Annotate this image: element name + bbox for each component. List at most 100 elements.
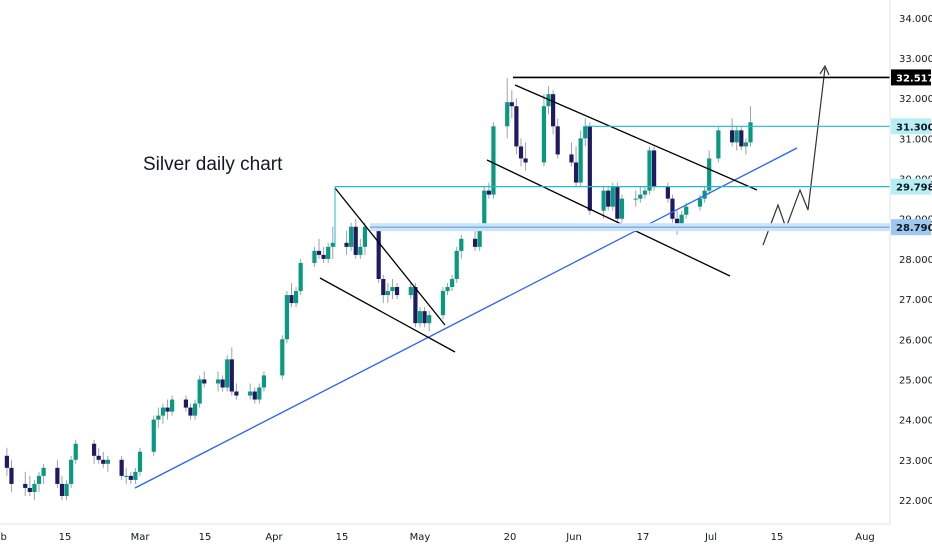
uptrend-line[interactable]	[134, 147, 798, 489]
candle[interactable]	[284, 291, 289, 344]
candle[interactable]	[73, 439, 78, 464]
candle[interactable]	[248, 383, 253, 400]
candle[interactable]	[743, 138, 749, 155]
candle[interactable]	[523, 142, 528, 171]
candle[interactable]	[349, 222, 354, 251]
candle[interactable]	[459, 234, 464, 259]
candle[interactable]	[234, 383, 239, 400]
candle[interactable]	[27, 475, 32, 496]
candle[interactable]	[619, 194, 625, 223]
candle[interactable]	[385, 283, 390, 304]
candle[interactable]	[156, 407, 161, 428]
candle[interactable]	[330, 226, 335, 259]
candle[interactable]	[41, 463, 46, 484]
candle[interactable]	[427, 311, 432, 332]
candle[interactable]	[633, 190, 638, 207]
candle[interactable]	[440, 287, 446, 320]
candle[interactable]	[119, 455, 124, 480]
candle[interactable]	[578, 130, 583, 187]
candle[interactable]	[69, 455, 74, 488]
candle[interactable]	[739, 126, 744, 151]
candle[interactable]	[583, 118, 588, 147]
candle[interactable]	[353, 218, 358, 259]
candle[interactable]	[486, 182, 491, 199]
candle[interactable]	[188, 403, 193, 420]
candle[interactable]	[23, 471, 28, 496]
candle[interactable]	[541, 94, 547, 167]
candle[interactable]	[734, 126, 739, 151]
candle[interactable]	[642, 186, 648, 199]
candle[interactable]	[413, 283, 418, 328]
candle[interactable]	[615, 182, 620, 223]
candle[interactable]	[257, 383, 262, 404]
channel-lower-line[interactable]	[486, 159, 731, 277]
candle[interactable]	[450, 274, 455, 292]
candle[interactable]	[716, 126, 721, 163]
candle[interactable]	[9, 459, 14, 492]
candle[interactable]	[647, 146, 652, 195]
candle[interactable]	[202, 371, 207, 388]
candle[interactable]	[252, 387, 257, 404]
candle[interactable]	[64, 479, 69, 500]
candle[interactable]	[551, 90, 556, 135]
candle[interactable]	[229, 347, 234, 396]
candle[interactable]	[362, 222, 368, 255]
channel-upper-line[interactable]	[514, 84, 758, 191]
time-axis[interactable]: Feb 15 Mar 15 Apr 15 May 20 Jun 17 Jul 15 Aug	[0, 532, 875, 543]
candle[interactable]	[376, 222, 381, 284]
candle[interactable]	[606, 186, 611, 211]
candle[interactable]	[381, 274, 386, 304]
candle[interactable]	[36, 471, 42, 492]
flag-upper-line[interactable]	[334, 187, 446, 326]
candle[interactable]	[312, 246, 317, 267]
candle[interactable]	[491, 122, 496, 199]
candle[interactable]	[137, 447, 143, 476]
candle[interactable]	[124, 467, 129, 484]
candle[interactable]	[665, 182, 670, 203]
candle[interactable]	[417, 307, 423, 328]
candle[interactable]	[638, 186, 643, 203]
candle[interactable]	[225, 355, 230, 392]
candle[interactable]	[55, 459, 60, 488]
candle[interactable]	[587, 122, 592, 215]
candle[interactable]	[215, 371, 221, 392]
candle[interactable]	[151, 415, 156, 456]
candle[interactable]	[505, 78, 510, 139]
candle[interactable]	[408, 283, 413, 300]
candle[interactable]	[101, 451, 106, 468]
candle[interactable]	[298, 258, 303, 296]
candle[interactable]	[555, 118, 560, 159]
candle[interactable]	[220, 375, 225, 392]
candle[interactable]	[32, 479, 37, 500]
candle[interactable]	[472, 230, 478, 251]
candle[interactable]	[197, 375, 202, 408]
candle[interactable]	[192, 399, 198, 420]
candle[interactable]	[730, 118, 735, 147]
candle[interactable]	[514, 98, 519, 155]
candle[interactable]	[170, 395, 175, 416]
candle[interactable]	[4, 447, 9, 476]
candle[interactable]	[358, 238, 363, 259]
candle[interactable]	[509, 90, 514, 119]
candle[interactable]	[569, 142, 574, 167]
candle[interactable]	[573, 146, 579, 187]
candle[interactable]	[326, 242, 331, 263]
candle[interactable]	[670, 194, 675, 223]
candle[interactable]	[128, 471, 133, 484]
candle[interactable]	[289, 283, 294, 308]
candle[interactable]	[59, 475, 65, 500]
candle[interactable]	[454, 246, 459, 284]
candle[interactable]	[344, 230, 349, 255]
flag-lower-line[interactable]	[319, 277, 456, 353]
candle[interactable]	[165, 399, 170, 420]
candle[interactable]	[321, 246, 326, 263]
candle[interactable]	[293, 287, 299, 308]
candle[interactable]	[422, 307, 427, 328]
candle[interactable]	[91, 439, 97, 464]
candle[interactable]	[601, 186, 606, 219]
candle[interactable]	[390, 279, 395, 300]
candle[interactable]	[96, 447, 101, 464]
candle[interactable]	[105, 455, 110, 472]
candle[interactable]	[160, 403, 166, 424]
